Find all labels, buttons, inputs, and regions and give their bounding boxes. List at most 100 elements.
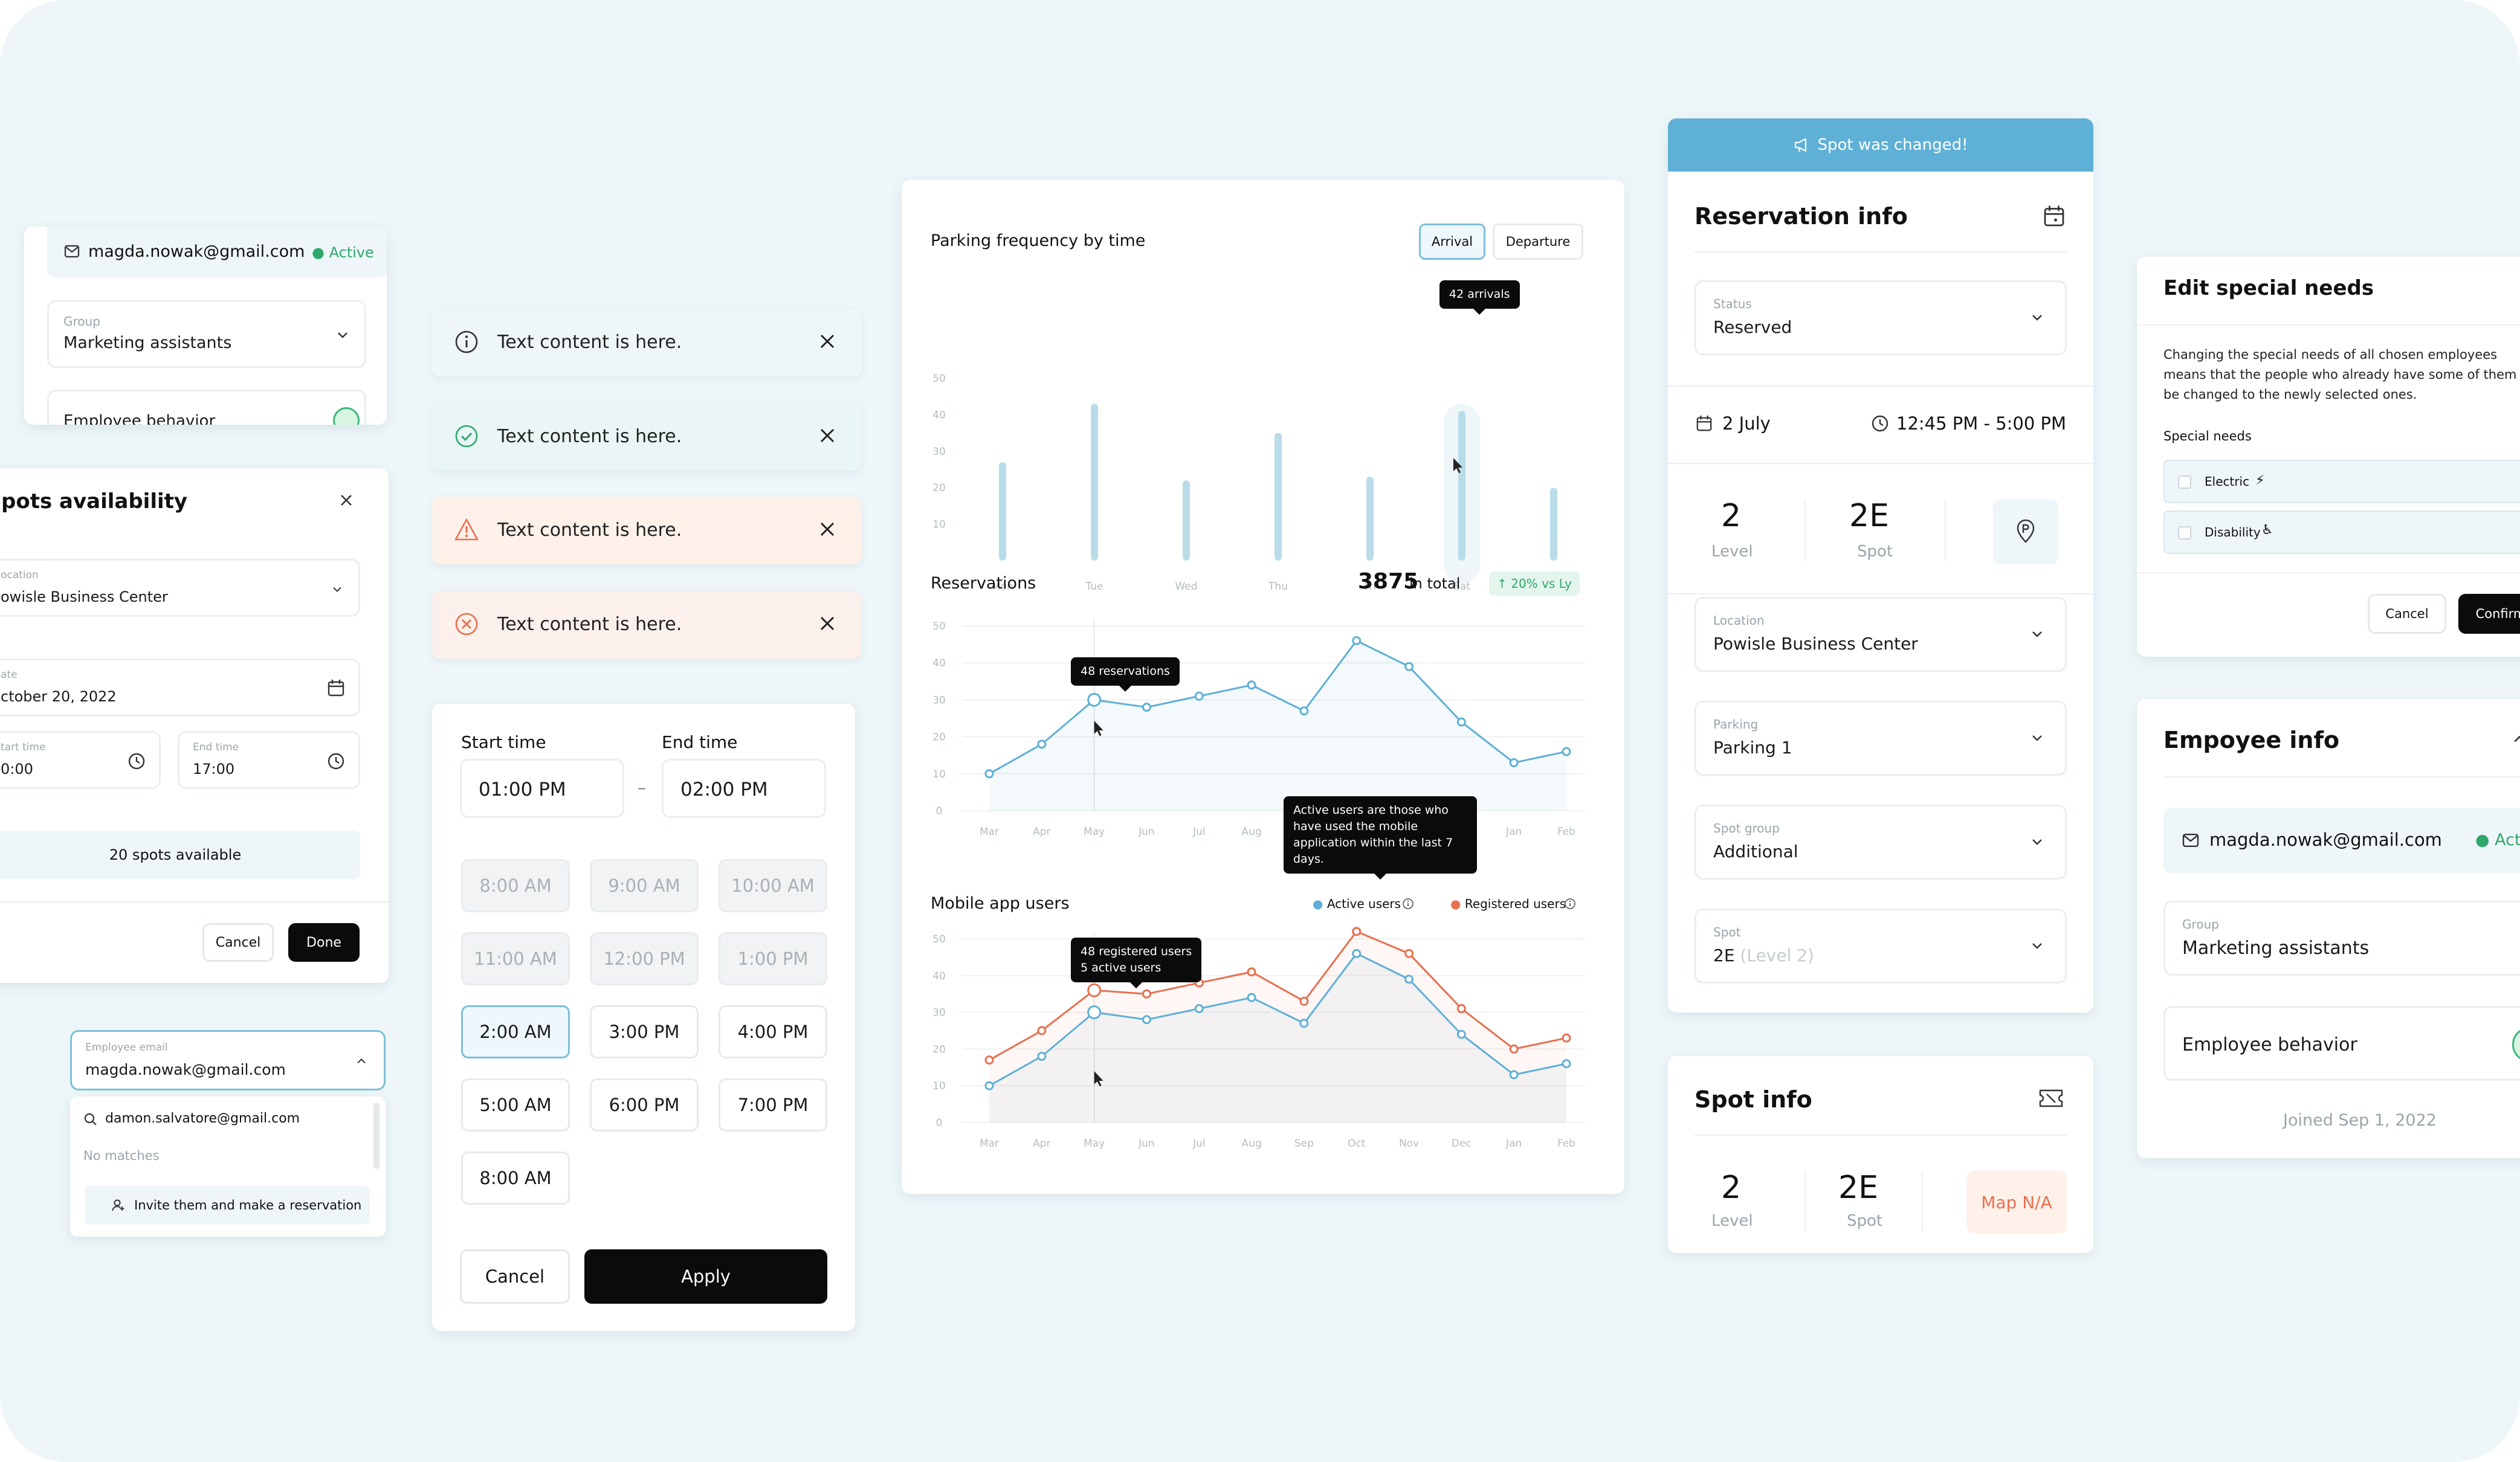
search-input[interactable]: damon.salvatore@gmail.com [105, 1111, 300, 1126]
parking-label: Parking [1713, 717, 1759, 732]
close-icon[interactable] [818, 520, 837, 539]
tab-departure[interactable]: Departure [1493, 224, 1583, 260]
data-point [1404, 974, 1414, 984]
parking-select[interactable]: Parking Parking 1 [1695, 701, 2067, 776]
location-label: ocation [1, 569, 39, 581]
time-slot: 9:00 AM [590, 859, 699, 912]
start-time-input[interactable]: 01:00 PM [460, 759, 624, 818]
smiley-icon [2512, 1027, 2520, 1062]
end-time-field[interactable]: End time 17:00 [178, 731, 360, 789]
y-tick-label: 0 [936, 805, 943, 817]
chevron-up-icon[interactable] [2513, 734, 2520, 744]
time-slot: 11:00 AM [461, 932, 570, 985]
mobile-chart-title: Mobile app users [931, 894, 1070, 913]
location-select[interactable]: ocation owisle Business Center [0, 559, 360, 617]
time-slot[interactable]: 8:00 AM [461, 1151, 570, 1205]
behavior-row[interactable]: Employee behavior [47, 390, 366, 425]
bar [1275, 433, 1282, 561]
close-icon[interactable] [818, 332, 837, 351]
check-circle-icon [455, 425, 478, 448]
x-tick-label: Dec [1452, 1138, 1472, 1150]
bar [1183, 480, 1190, 561]
info-icon[interactable] [1564, 898, 1576, 910]
date-field[interactable]: ate ctober 20, 2022 [0, 659, 360, 717]
toast-text: Text content is here. [497, 614, 682, 635]
email-value: magda.nowak@gmail.com [85, 1061, 286, 1078]
ticket-icon[interactable] [2038, 1087, 2064, 1109]
email-select[interactable]: Employee email magda.nowak@gmail.com [70, 1030, 386, 1090]
close-icon[interactable] [818, 614, 837, 633]
reservations-line-chart: 50403020100MarAprMayJunJulAugSepOctNovDe… [932, 620, 1585, 838]
map-pin-button[interactable] [1993, 499, 2058, 564]
location-select[interactable]: Location Powisle Business Center [1695, 597, 2067, 672]
x-tick-label: Oct [1348, 1138, 1366, 1150]
spot-info-level-label: Level [1711, 1212, 1753, 1230]
mobile-users-tooltip: 48 registered users 5 active users [1071, 938, 1202, 988]
email-row: magda.nowak@gmail.com ● Active [2163, 808, 2520, 873]
divider [1804, 1171, 1806, 1231]
map-unavailable-badge: Map N/A [1966, 1171, 2067, 1234]
reservations-tooltip: 48 reservations [1071, 657, 1180, 692]
divider [0, 901, 389, 903]
close-icon[interactable] [338, 492, 354, 508]
status-select[interactable]: Status Reserved [1695, 280, 2067, 355]
reservation-time: 12:45 PM - 5:00 PM [1896, 413, 2067, 434]
series-area [989, 640, 1566, 811]
info-icon[interactable] [1402, 898, 1414, 910]
done-button[interactable]: Done [288, 923, 360, 962]
time-slot[interactable]: 6:00 PM [590, 1078, 699, 1132]
scrollbar[interactable] [373, 1103, 380, 1169]
apply-button[interactable]: Apply [584, 1249, 827, 1304]
checkbox[interactable] [2178, 526, 2191, 539]
data-point [1087, 692, 1102, 707]
add-user-icon [112, 1199, 124, 1211]
time-slot[interactable]: 2:00 AM [461, 1005, 570, 1058]
end-label: End time [193, 741, 239, 753]
tab-arrival[interactable]: Arrival [1419, 224, 1485, 260]
series-area [989, 953, 1566, 1122]
x-tick-label: Feb [1557, 1138, 1575, 1150]
data-point [1247, 993, 1256, 1002]
error-circle-icon [455, 613, 478, 636]
email-label: Employee email [85, 1042, 168, 1054]
active-users-info-tooltip: Active users are those who have used the… [1284, 796, 1477, 880]
level-label: Level [1711, 543, 1753, 561]
email-text: magda.nowak@gmail.com [2209, 829, 2442, 850]
spot-select[interactable]: Spot 2E (Level 2) [1695, 909, 2067, 984]
data-point [1456, 1004, 1466, 1014]
end-time-input[interactable]: 02:00 PM [662, 759, 826, 818]
availability-banner: 20 spots available [0, 831, 360, 879]
cancel-button[interactable]: Cancel [202, 923, 274, 962]
special-needs-label: Special needs [2163, 429, 2252, 443]
cancel-button[interactable]: Cancel [460, 1249, 570, 1304]
checkbox[interactable] [2178, 475, 2191, 489]
confirm-button[interactable]: Confirm [2458, 594, 2520, 634]
data-point [1087, 1005, 1102, 1020]
behavior-label: Employee behavior [63, 412, 216, 425]
calendar-icon[interactable] [2043, 204, 2066, 228]
y-tick-label: 40 [932, 970, 946, 982]
option-electric[interactable]: Electric ⚡ [2163, 460, 2520, 503]
close-icon[interactable] [818, 426, 837, 445]
group-select[interactable]: Group Marketing assistants [2163, 901, 2520, 976]
cancel-button[interactable]: Cancel [2368, 594, 2446, 634]
start-time-value: 01:00 PM [479, 779, 566, 800]
reservations-total-suffix: in total [1409, 575, 1461, 592]
spot-group-select[interactable]: Spot group Additional [1695, 805, 2067, 880]
calendar-icon[interactable] [327, 678, 345, 698]
status-badge: ● Active [312, 244, 374, 261]
time-slot[interactable]: 4:00 PM [719, 1005, 827, 1058]
time-slot[interactable]: 3:00 PM [590, 1005, 699, 1058]
invite-button[interactable]: Invite them and make a reservation [85, 1186, 370, 1225]
group-select[interactable]: Group Marketing assistants [47, 300, 366, 368]
behavior-row[interactable]: Employee behavior [2163, 1006, 2520, 1081]
toast-text: Text content is here. [497, 332, 682, 353]
start-time-field[interactable]: tart time 0:00 [0, 731, 161, 789]
warning-icon [454, 518, 479, 541]
chevron-down-icon [338, 332, 347, 338]
option-disability[interactable]: Disability ♿ [2163, 510, 2520, 554]
time-slot[interactable]: 5:00 AM [461, 1078, 570, 1132]
toast-text: Text content is here. [497, 520, 682, 541]
time-slot[interactable]: 7:00 PM [719, 1078, 827, 1132]
